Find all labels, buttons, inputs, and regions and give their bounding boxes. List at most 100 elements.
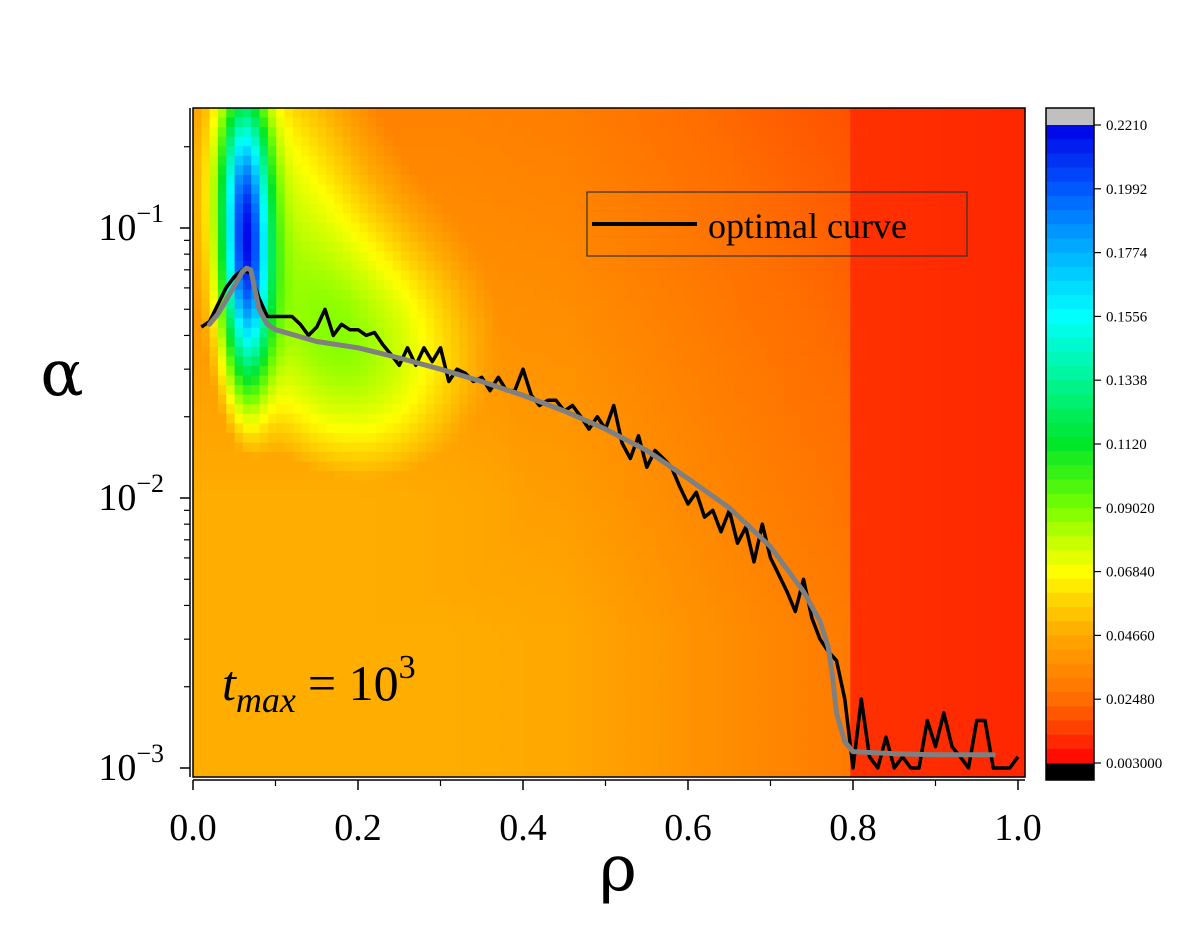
heatmap-cell <box>450 327 460 338</box>
heatmap-cell <box>401 260 410 272</box>
heatmap-cell <box>234 260 244 272</box>
heatmap-cell <box>417 538 427 549</box>
heatmap-cell <box>209 375 219 386</box>
heatmap-cell <box>251 490 261 501</box>
heatmap-cell <box>326 442 336 453</box>
heatmap-cell <box>700 528 710 539</box>
heatmap-cell <box>201 260 211 272</box>
heatmap-cell <box>841 203 851 214</box>
heatmap-cell <box>708 499 718 510</box>
heatmap-cell <box>891 146 901 157</box>
heatmap-cell <box>975 260 984 272</box>
heatmap-cell <box>267 346 277 358</box>
heatmap-cell <box>575 155 585 166</box>
heatmap-cell <box>875 260 885 272</box>
heatmap-cell <box>242 461 252 472</box>
heatmap-cell <box>916 404 926 415</box>
heatmap-cell <box>841 174 851 186</box>
heatmap-cell <box>326 432 336 444</box>
heatmap-cell <box>900 308 910 319</box>
heatmap-cell <box>650 547 660 558</box>
heatmap-cell <box>384 203 394 214</box>
heatmap-cell <box>542 432 552 444</box>
heatmap-cell <box>1008 385 1018 396</box>
heatmap-cell <box>326 203 336 214</box>
heatmap-cell <box>792 442 801 453</box>
heatmap-cell <box>592 241 602 252</box>
heatmap-cell <box>866 375 876 386</box>
heatmap-cell <box>417 108 427 119</box>
heatmap-cell <box>459 385 469 396</box>
heatmap-cell <box>351 146 360 157</box>
heatmap-cell <box>201 289 211 300</box>
heatmap-cell <box>425 108 435 119</box>
heatmap-cell <box>217 452 227 463</box>
heatmap-cell <box>217 117 227 128</box>
heatmap-cell <box>442 432 452 444</box>
heatmap-cell <box>617 222 627 233</box>
heatmap-cell <box>317 203 327 214</box>
heatmap-cell <box>376 442 385 453</box>
heatmap-cell <box>392 174 402 186</box>
heatmap-cell <box>667 480 677 491</box>
heatmap-cell <box>500 280 510 291</box>
heatmap-cell <box>442 260 452 272</box>
heatmap-cell <box>675 413 685 424</box>
heatmap-cell <box>858 509 868 520</box>
heatmap-cell <box>317 232 327 243</box>
heatmap-cell <box>1008 289 1018 300</box>
heatmap-cell <box>683 413 693 424</box>
heatmap-cell <box>858 375 868 386</box>
heatmap-cell <box>334 375 344 386</box>
heatmap-cell <box>376 127 385 138</box>
heatmap-cell <box>658 174 668 186</box>
heatmap-cell <box>991 270 1001 281</box>
heatmap-cell <box>550 385 560 396</box>
heatmap-cell <box>683 194 693 205</box>
heatmap-cell <box>792 280 801 291</box>
heatmap-cell <box>642 232 652 243</box>
heatmap-cell <box>575 490 585 501</box>
heatmap-cell <box>492 232 502 243</box>
heatmap-cell <box>875 404 885 415</box>
heatmap-cell <box>883 413 893 424</box>
heatmap-cell <box>317 318 327 329</box>
heatmap-cell <box>193 203 202 214</box>
heatmap-cell <box>251 366 261 377</box>
heatmap-cell <box>758 557 768 568</box>
heatmap-cell <box>575 308 585 319</box>
heatmap-cell <box>875 509 885 520</box>
heatmap-cell <box>625 174 635 186</box>
heatmap-cell <box>800 337 810 348</box>
heatmap-cell <box>292 346 302 358</box>
heatmap-cell <box>226 327 236 338</box>
heatmap-cell <box>783 461 793 472</box>
heatmap-cell <box>193 108 202 119</box>
heatmap-cell <box>633 461 643 472</box>
heatmap-cell <box>376 232 385 243</box>
heatmap-cell <box>833 174 843 186</box>
heatmap-cell <box>925 471 935 482</box>
heatmap-cell <box>966 270 976 281</box>
heatmap-cell <box>292 547 302 558</box>
heatmap-cell <box>326 480 336 491</box>
heatmap-cell <box>450 299 460 310</box>
heatmap-cell <box>792 165 801 176</box>
heatmap-cell <box>717 270 727 281</box>
heatmap-cell <box>875 547 885 558</box>
heatmap-cell <box>1000 366 1009 377</box>
heatmap-cell <box>750 203 760 214</box>
heatmap-cell <box>792 155 801 166</box>
heatmap-cell <box>367 385 377 396</box>
heatmap-cell <box>201 337 211 348</box>
heatmap-cell <box>991 155 1001 166</box>
heatmap-cell <box>1000 423 1009 434</box>
heatmap-cell <box>334 146 344 157</box>
heatmap-cell <box>267 538 277 549</box>
heatmap-cell <box>442 576 452 587</box>
heatmap-cell <box>783 499 793 510</box>
heatmap-cell <box>442 423 452 434</box>
heatmap-cell <box>509 471 519 482</box>
heatmap-cell <box>409 184 419 195</box>
heatmap-cell <box>193 318 202 329</box>
